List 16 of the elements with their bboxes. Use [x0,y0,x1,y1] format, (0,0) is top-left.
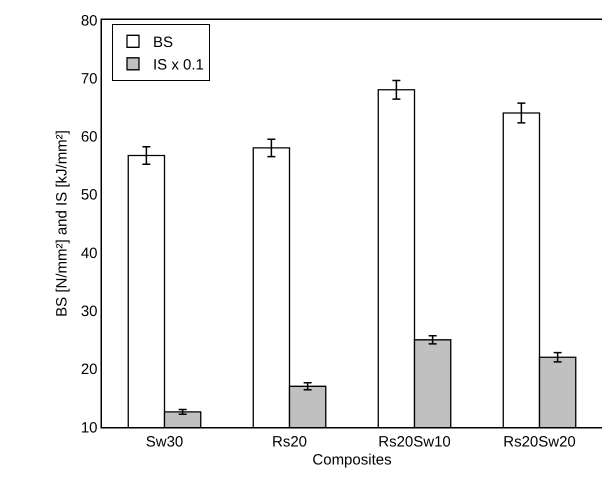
y-tick-label: 70 [80,70,98,88]
x-tick-label: Rs20 [272,434,308,450]
y-tick-label: 10 [80,419,98,436]
y-tick-label: 60 [80,128,98,146]
y-axis-title: BS [N/mm²] and IS [kJ/mm²] [53,130,70,317]
y-tick-label: 40 [80,244,98,262]
x-tick-label: Rs20Sw10 [378,434,451,450]
y-tick-label: 20 [80,361,98,378]
legend-label: BS [153,34,174,52]
x-tick-label: Sw30 [146,434,184,450]
x-tick-label: Rs20Sw20 [503,434,576,450]
y-tick-label: 50 [80,186,98,204]
y-tick-label: 30 [80,302,98,320]
x-axis-title: Composites [312,451,392,468]
y-tick-label: 80 [80,12,98,30]
legend-label: IS x 0.1 [153,56,204,74]
